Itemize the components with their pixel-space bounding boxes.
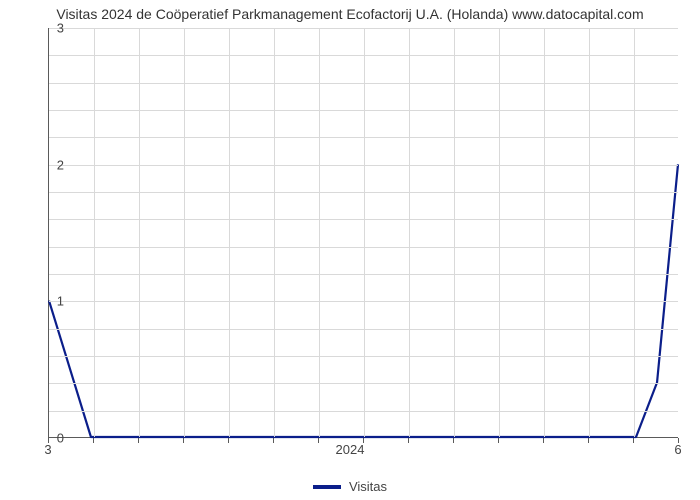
grid-v [184,28,185,437]
x-axis-title: 2024 [0,442,700,457]
x-tick-mark [318,438,319,443]
grid-v [229,28,230,437]
x-tick-mark [228,438,229,443]
x-tick-mark [543,438,544,443]
x-tick-label: 6 [674,442,681,457]
chart-container: Visitas 2024 de Coöperatief Parkmanageme… [0,0,700,500]
y-tick-label: 3 [24,21,64,36]
x-tick-mark [453,438,454,443]
x-tick-label: 3 [44,442,51,457]
grid-v [589,28,590,437]
y-tick-label: 2 [24,157,64,172]
grid-v [274,28,275,437]
chart-title: Visitas 2024 de Coöperatief Parkmanageme… [0,6,700,22]
x-tick-mark [408,438,409,443]
x-tick-mark [588,438,589,443]
x-tick-mark [273,438,274,443]
y-tick-label: 1 [24,294,64,309]
x-tick-mark [183,438,184,443]
grid-v [499,28,500,437]
grid-v [544,28,545,437]
x-tick-mark [138,438,139,443]
legend-label: Visitas [349,479,387,494]
x-tick-mark [498,438,499,443]
x-tick-mark [633,438,634,443]
grid-v [139,28,140,437]
grid-v [319,28,320,437]
plot-area [48,28,678,438]
x-tick-mark [363,438,364,443]
grid-v [454,28,455,437]
legend-swatch [313,485,341,489]
grid-v [634,28,635,437]
grid-v [364,28,365,437]
x-tick-mark [93,438,94,443]
grid-v [409,28,410,437]
grid-v [94,28,95,437]
legend: Visitas [0,479,700,494]
